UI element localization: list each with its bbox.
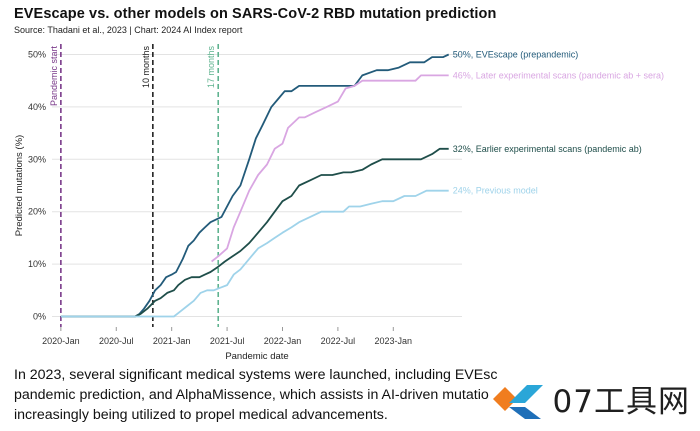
y-tick-label: 20% [28,207,46,217]
series-end-label: 24%, Previous model [453,186,538,196]
watermark-logo-icon [492,384,543,419]
chart-source: Source: Thadani et al., 2023 | Chart: 20… [14,25,243,35]
y-tick-label: 0% [33,312,46,322]
event-label: 17 months [206,46,216,89]
series-end-label: 46%, Later experimental scans (pandemic … [453,70,664,80]
series-line [60,147,449,318]
caption-line-2: pandemic prediction, and AlphaMissence, … [14,387,489,403]
x-tick-label: 2022-Jan [264,336,302,346]
x-tick-label: 2020-Jul [99,336,134,346]
event-label: 10 months [141,46,151,89]
x-tick-label: 2022-Jul [321,336,356,346]
x-axis-title: Pandemic date [225,351,288,362]
caption-line-3: increasingly being utilized to propel me… [14,407,388,423]
series-line [60,53,450,318]
caption-line-1: In 2023, several significant medical sys… [14,367,498,383]
x-tick-label: 2020-Jan [42,336,80,346]
y-tick-label: 30% [28,154,46,164]
y-tick-label: 40% [28,102,46,112]
event-label: Pandemic start [49,46,59,107]
y-tick-label: 10% [28,259,46,269]
chart-title: EVEscape vs. other models on SARS-CoV-2 … [14,6,497,22]
y-tick-label: 50% [28,49,46,59]
x-tick-label: 2021-Jul [210,336,245,346]
watermark-text: 07工具网 [552,384,690,420]
article-caption: In 2023, several significant medical sys… [14,365,504,425]
watermark: 07工具网 [491,376,690,421]
x-tick-label: 2023-Jan [375,336,413,346]
series-line [211,74,449,263]
y-axis-title: Predicted mutations (%) [14,135,25,236]
series-end-label: 50%, EVEscape (prepandemic) [453,49,579,59]
x-tick-label: 2021-Jan [153,336,191,346]
series-line [60,189,449,318]
series-end-label: 32%, Earlier experimental scans (pandemi… [453,144,642,154]
